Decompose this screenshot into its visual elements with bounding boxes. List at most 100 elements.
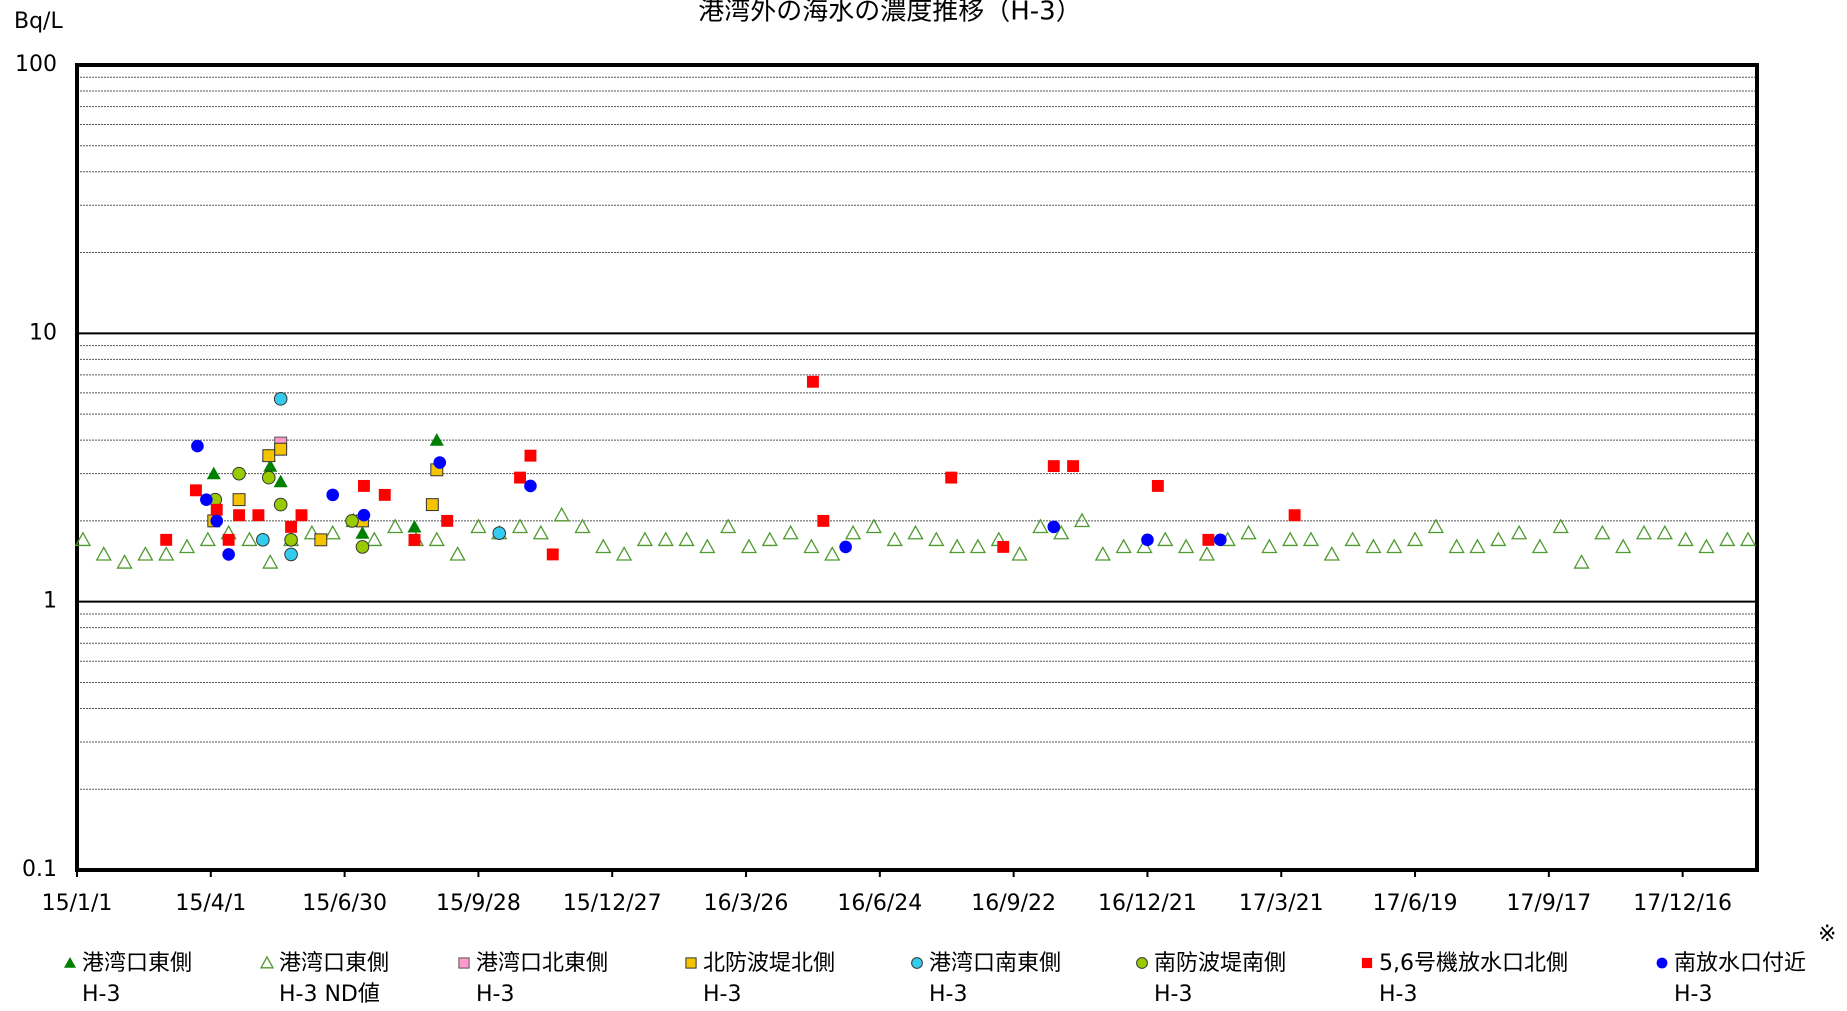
marker <box>355 540 370 554</box>
chart: 港湾外の海水の濃度推移（H-3） Bq/L 0.1 1 10 100 15/1/1 15/… <box>14 0 1759 916</box>
marker <box>969 538 987 554</box>
marker <box>95 546 112 561</box>
marker <box>1490 531 1507 547</box>
marker <box>532 524 549 540</box>
marker <box>295 509 308 522</box>
marker <box>210 503 223 516</box>
marker <box>1213 533 1227 547</box>
legend-marker <box>1361 957 1373 969</box>
marker <box>1656 524 1673 540</box>
legend-marker <box>1136 957 1148 969</box>
marker <box>514 471 526 484</box>
marker <box>595 538 612 554</box>
marker <box>241 531 258 547</box>
marker <box>408 533 421 546</box>
marker <box>222 533 235 546</box>
legend-entry: 南放水口付近 H-3 <box>1654 948 1806 1010</box>
marker <box>1365 538 1382 554</box>
marker <box>928 531 945 547</box>
y-tick-label: 0.1 <box>22 857 57 882</box>
marker <box>616 546 633 561</box>
marker <box>1698 538 1715 554</box>
marker <box>357 508 371 522</box>
marker <box>1151 479 1164 492</box>
marker <box>74 531 92 547</box>
marker <box>806 375 819 388</box>
marker <box>470 518 487 534</box>
marker <box>817 514 830 527</box>
marker <box>1552 518 1569 534</box>
x-tick-label: 16/12/21 <box>1098 891 1197 916</box>
x-tick-label: 15/6/30 <box>302 891 387 916</box>
marker <box>839 540 852 554</box>
marker <box>1047 460 1060 473</box>
marker <box>285 520 298 533</box>
marker <box>256 533 270 547</box>
marker <box>441 514 454 527</box>
legend-label: 港湾口東側 H-3 <box>82 951 193 1007</box>
marker <box>64 957 76 968</box>
marker <box>233 509 246 522</box>
marker <box>222 548 235 561</box>
marker <box>1177 538 1195 554</box>
marker <box>945 471 958 484</box>
marker <box>1053 524 1070 540</box>
marker <box>137 546 154 561</box>
x-tick-label: 15/4/1 <box>175 891 246 916</box>
legend-marker <box>685 957 697 969</box>
marker <box>685 957 697 969</box>
marker <box>449 546 466 561</box>
marker <box>303 524 321 540</box>
marker <box>206 466 221 480</box>
marker <box>1141 533 1154 547</box>
legend-entry: 港湾口南東側 H-3 <box>909 948 1061 1010</box>
marker <box>1011 546 1028 561</box>
marker <box>1136 957 1148 969</box>
marker <box>1073 512 1091 528</box>
marker <box>387 518 404 534</box>
marker <box>189 484 202 497</box>
x-tick-label: 17/9/17 <box>1506 891 1591 916</box>
marker <box>160 533 173 546</box>
marker <box>949 538 966 554</box>
marker <box>1344 531 1361 547</box>
legend-marker <box>458 957 470 969</box>
marker <box>1635 524 1653 540</box>
marker <box>1115 538 1132 554</box>
marker <box>907 524 924 540</box>
x-tick-label: 17/12/16 <box>1633 891 1732 916</box>
y-tick-label: 10 <box>29 320 57 345</box>
marker <box>1739 531 1757 547</box>
marker <box>191 439 204 453</box>
marker <box>407 519 422 533</box>
marker <box>357 479 370 492</box>
chart-title: 港湾外の海水の濃度推移（H-3） <box>698 0 1081 27</box>
marker <box>284 547 298 562</box>
legend-entry: 南防波堤南側 H-3 <box>1134 948 1286 1010</box>
marker <box>1427 518 1444 534</box>
marker <box>261 470 276 485</box>
marker <box>1157 531 1174 547</box>
marker <box>844 524 862 540</box>
x-tick-label: 16/6/24 <box>837 891 922 916</box>
marker <box>1677 531 1694 547</box>
marker <box>492 526 507 540</box>
marker <box>1198 546 1216 561</box>
legend: 港湾口東側 H-3 港湾口東側 H-3 ND値 港湾口北東側 H-3 北防波堤北側 H… <box>0 948 1847 1008</box>
marker <box>425 498 439 512</box>
marker <box>355 526 370 539</box>
marker <box>720 518 737 534</box>
plot-frame <box>75 63 1759 872</box>
marker <box>458 957 470 969</box>
legend-entry: 北防波堤北側 H-3 <box>683 948 835 1010</box>
marker <box>314 533 328 547</box>
y-axis-label: Bq/L <box>14 9 63 34</box>
marker <box>1282 531 1299 547</box>
legend-marker <box>1656 957 1668 969</box>
marker <box>699 538 716 554</box>
marker <box>865 518 882 534</box>
marker <box>1288 509 1301 522</box>
marker <box>574 518 591 534</box>
marker <box>740 538 758 554</box>
